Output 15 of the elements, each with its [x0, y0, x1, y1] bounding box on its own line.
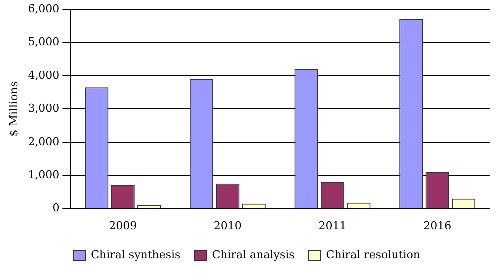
y-axis-title: $ Millions	[7, 81, 20, 137]
y-tick-label: 5,000	[28, 36, 60, 49]
x-tick-label: 2009	[109, 219, 138, 232]
x-tick-label: 2016	[424, 219, 452, 232]
legend-label: Chiral resolution	[326, 248, 420, 262]
x-tick-label: 2010	[214, 219, 242, 232]
y-tick-label: 0	[52, 202, 60, 215]
y-tick-label: 4,000	[28, 68, 60, 82]
legend-label: Chiral analysis	[212, 248, 296, 262]
y-tick-label: 3,000	[28, 102, 60, 116]
y-tick-label: 6,000	[28, 2, 60, 16]
y-tick-label: 1,000	[28, 168, 60, 182]
y-tick-label: 2,000	[28, 135, 60, 148]
x-tick-label: 2011	[318, 219, 347, 232]
legend-label: Chiral synthesis	[91, 248, 182, 262]
